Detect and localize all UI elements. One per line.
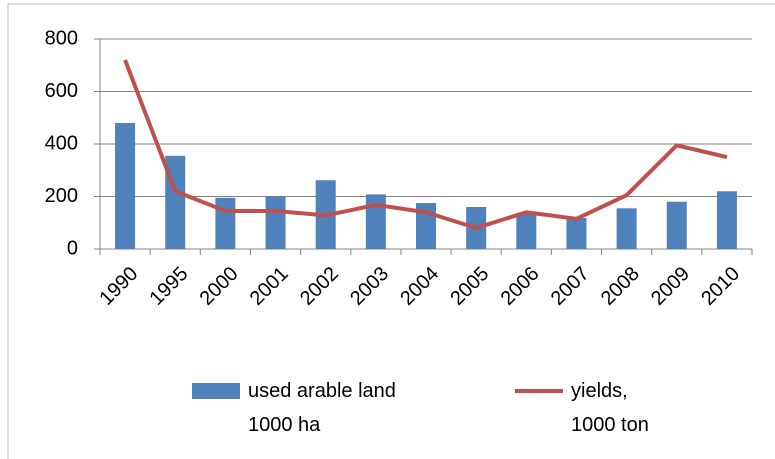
- x-tick-label: 2005: [446, 263, 493, 310]
- bar: [666, 201, 687, 249]
- x-tick-label: 2004: [396, 263, 443, 310]
- bar: [516, 213, 537, 249]
- x-tick-label: 1995: [145, 263, 192, 310]
- bar: [566, 218, 587, 249]
- chart-border: [7, 3, 775, 459]
- y-tick-label: 400: [45, 132, 78, 154]
- y-tick-label: 200: [45, 185, 78, 207]
- legend-swatch: [192, 383, 240, 399]
- legend-marker: [192, 383, 240, 399]
- bar: [365, 194, 386, 249]
- legend-label: used arable land 1000 ha: [248, 380, 396, 436]
- y-tick-label: 0: [67, 237, 78, 259]
- x-tick-label: 2002: [296, 263, 343, 310]
- x-tick-label: 2008: [597, 263, 644, 310]
- x-tick-label: 2003: [346, 263, 393, 310]
- bar: [115, 123, 136, 249]
- legend-item: used arable land 1000 ha: [192, 374, 423, 442]
- y-tick-label: 600: [45, 80, 78, 102]
- x-tick-label: 2010: [697, 263, 744, 310]
- x-tick-label: 2001: [246, 263, 293, 310]
- bar: [215, 197, 236, 249]
- legend-swatch: [515, 389, 563, 393]
- x-tick-label: 2006: [497, 263, 544, 310]
- y-tick-label: 800: [45, 27, 78, 49]
- legend-label: yields, 1000 ton: [571, 380, 649, 436]
- bar: [716, 191, 737, 249]
- x-tick-label: 2007: [547, 263, 594, 310]
- legend: used arable land 1000 ha yields, 1000 ton: [192, 374, 671, 442]
- line: [123, 59, 728, 230]
- x-tick-label: 1990: [95, 263, 142, 310]
- bar: [265, 196, 286, 249]
- bar: [616, 208, 637, 249]
- x-tick-label: 2000: [196, 263, 243, 310]
- x-tick-label: 2009: [647, 263, 694, 310]
- legend-item: yields, 1000 ton: [515, 374, 671, 442]
